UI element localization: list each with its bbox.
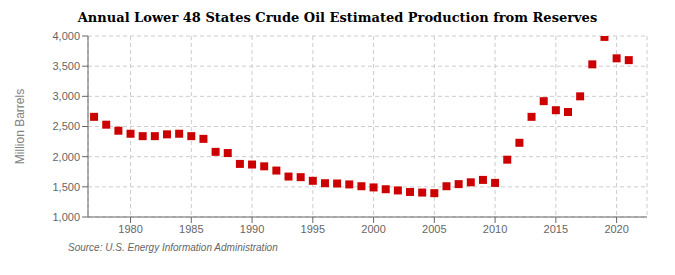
svg-text:2020: 2020 (604, 223, 628, 235)
svg-text:1990: 1990 (240, 223, 264, 235)
svg-text:2015: 2015 (544, 223, 568, 235)
svg-text:2000: 2000 (361, 223, 385, 235)
html-text:Source: U.S. Energy Informatio: Source: U.S. Energy Information Administ… (68, 242, 278, 253)
svg-text:3,000: 3,000 (52, 90, 80, 102)
svg-text:1995: 1995 (301, 223, 325, 235)
svg-text:2,500: 2,500 (52, 120, 80, 132)
svg-text:1985: 1985 (179, 223, 203, 235)
svg-text:1980: 1980 (118, 223, 142, 235)
svg-text:3,500: 3,500 (52, 60, 80, 72)
html-text:Annual Lower 48 States Crude O: Annual Lower 48 States Crude Oil Estimat… (77, 10, 598, 25)
svg-text:2005: 2005 (422, 223, 446, 235)
svg-text:1,000: 1,000 (52, 211, 80, 223)
svg-text:2010: 2010 (483, 223, 507, 235)
svg-text:1,500: 1,500 (52, 181, 80, 193)
svg-text:2,000: 2,000 (52, 151, 80, 163)
svg-text:4,000: 4,000 (52, 30, 80, 42)
svg-text:Million Barrels: Million Barrels (13, 89, 27, 164)
